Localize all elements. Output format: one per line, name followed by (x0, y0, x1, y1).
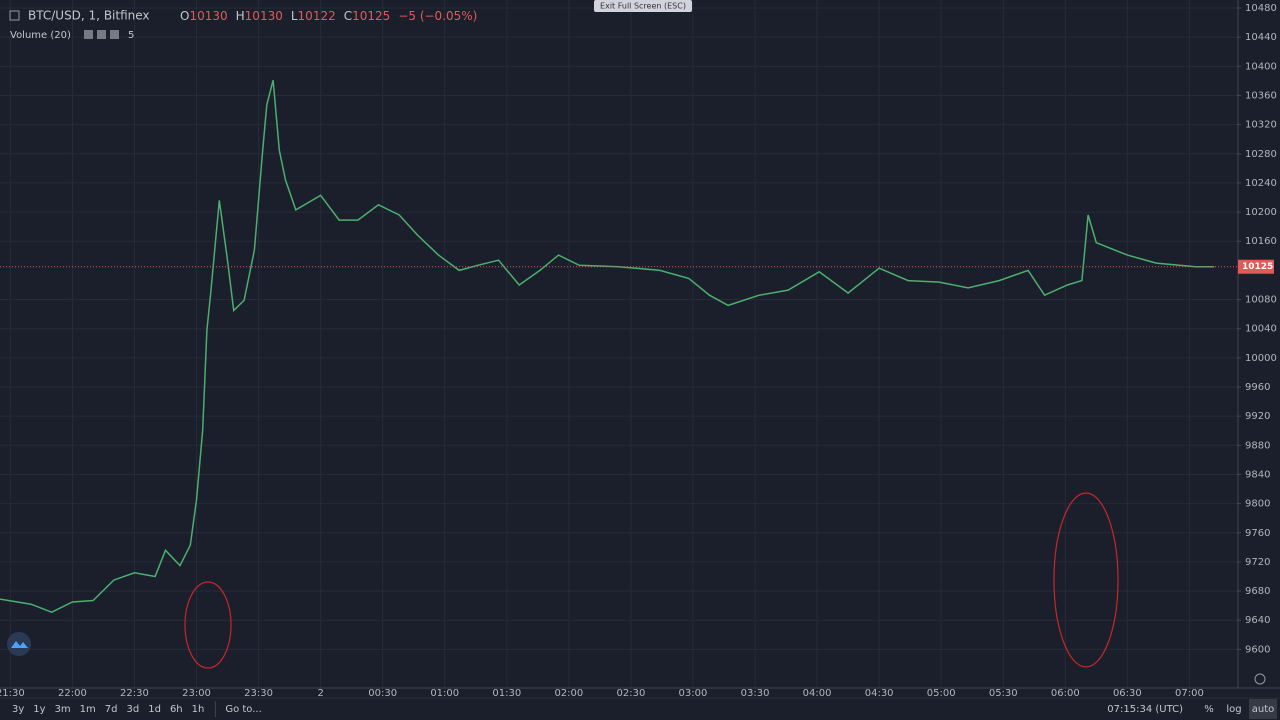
x-tick-label: 01:30 (492, 688, 521, 699)
logo-mark (11, 641, 28, 648)
range-button[interactable]: 6h (170, 704, 183, 715)
symbol[interactable]: BTC/USD, 1, Bitfinex (28, 9, 150, 23)
x-tick-label: 00:30 (368, 688, 397, 699)
scale-option[interactable]: log (1226, 704, 1241, 715)
ohlc-label: L (291, 9, 298, 23)
settings-icon[interactable] (1254, 673, 1266, 685)
last-price-tag (1238, 259, 1274, 274)
y-tick-label: 10000 (1245, 353, 1277, 364)
ohlc: O10130 H10130 L10122 C10125 −5 (−0.05%) (180, 9, 477, 23)
ohlc-value: 10122 (298, 9, 336, 23)
x-tick-label: 05:00 (927, 688, 956, 699)
y-tick-label: 9800 (1245, 499, 1270, 510)
volume-value: 5 (128, 30, 134, 41)
x-tick-label: 22:00 (58, 688, 87, 699)
x-tick-label: 02:00 (554, 688, 583, 699)
x-tick-label: 04:00 (803, 688, 832, 699)
icon[interactable] (97, 30, 106, 39)
y-tick-label: 9720 (1245, 557, 1270, 568)
y-tick-label: 10480 (1245, 3, 1277, 14)
fullscreen-banner[interactable]: Exit Full Screen (ESC) (600, 2, 686, 11)
x-tick-label: 21:30 (0, 688, 25, 699)
icon[interactable] (84, 30, 93, 39)
price-line (0, 80, 1215, 614)
range-button[interactable]: 7d (105, 704, 118, 715)
range-button[interactable]: 1d (148, 704, 161, 715)
ohlc-label: H (236, 9, 245, 23)
ohlc-label: O (180, 9, 189, 23)
range-button[interactable]: 3m (55, 704, 71, 715)
y-tick-label: 9880 (1245, 440, 1270, 451)
x-tick-label: 06:30 (1113, 688, 1142, 699)
y-tick-label: 10040 (1245, 324, 1277, 335)
ohlc-value: 10130 (189, 9, 227, 23)
y-tick-label: 10440 (1245, 32, 1277, 43)
y-tick-label: 10360 (1245, 90, 1277, 101)
last-price-label: 10125 (1242, 262, 1273, 272)
icon[interactable] (110, 30, 119, 39)
y-tick-label: 10240 (1245, 178, 1277, 189)
range-button[interactable]: 1y (33, 704, 45, 715)
x-tick-label: 23:00 (182, 688, 211, 699)
y-tick-label: 9960 (1245, 382, 1270, 393)
x-tick-label: 01:00 (430, 688, 459, 699)
x-tick-label: 02:30 (616, 688, 645, 699)
x-tick-label: 23:30 (244, 688, 273, 699)
y-tick-label: 9840 (1245, 469, 1270, 480)
x-tick-label: 05:30 (989, 688, 1018, 699)
x-tick-label: 07:00 (1175, 688, 1204, 699)
plot: 10125 (0, 80, 1274, 614)
y-tick-label: 9920 (1245, 411, 1270, 422)
x-tick-label: 22:30 (120, 688, 149, 699)
y-tick-label: 10400 (1245, 61, 1277, 72)
grid: 10480 10440 10400 10360 10320 10280 10240 10200… (0, 0, 1277, 699)
scale-option[interactable]: auto (1252, 704, 1275, 715)
y-tick-label: 9680 (1245, 586, 1270, 597)
volume-label[interactable]: Volume (20) (10, 30, 71, 41)
x-tick-label: 03:00 (679, 688, 708, 699)
range-button[interactable]: 1h (192, 704, 205, 715)
x-tick-label: 06:00 (1051, 688, 1080, 699)
ohlc-value: 10130 (245, 9, 283, 23)
range-button[interactable]: 1m (80, 704, 96, 715)
scale-option[interactable]: % (1204, 704, 1214, 715)
ohlc-label: C (344, 9, 352, 23)
y-tick-label: 9640 (1245, 615, 1270, 626)
goto-button[interactable]: Go to... (225, 704, 261, 715)
highlight-ellipse (184, 581, 232, 669)
y-tick-label: 10160 (1245, 236, 1277, 247)
x-tick-label: 2 (317, 688, 323, 699)
clock: 07:15:34 (UTC) (1107, 704, 1183, 715)
highlight-ellipse (1053, 492, 1119, 668)
y-tick-label: 10200 (1245, 207, 1277, 218)
y-tick-label: 9760 (1245, 528, 1270, 539)
ohlc-value: 10125 (352, 9, 390, 23)
x-tick-label: 03:30 (741, 688, 770, 699)
y-tick-label: 10320 (1245, 120, 1277, 131)
change: −5 (−0.05%) (398, 9, 477, 23)
banner-bg (594, 0, 692, 12)
collapse-icon[interactable] (9, 10, 20, 21)
y-tick-label: 10080 (1245, 295, 1277, 306)
range-button[interactable]: 3d (127, 704, 140, 715)
y-tick-label: 9600 (1245, 644, 1270, 655)
logo[interactable] (7, 632, 31, 656)
option-bg (1249, 699, 1277, 719)
range-button[interactable]: 3y (12, 704, 24, 715)
x-tick-label: 04:30 (865, 688, 894, 699)
toolbar: 3y 1y 3m 1m 7d 3d 1d 6h 1h Go to... 07:15:34 (UTC)… (12, 699, 1277, 719)
y-tick-label: 10280 (1245, 149, 1277, 160)
